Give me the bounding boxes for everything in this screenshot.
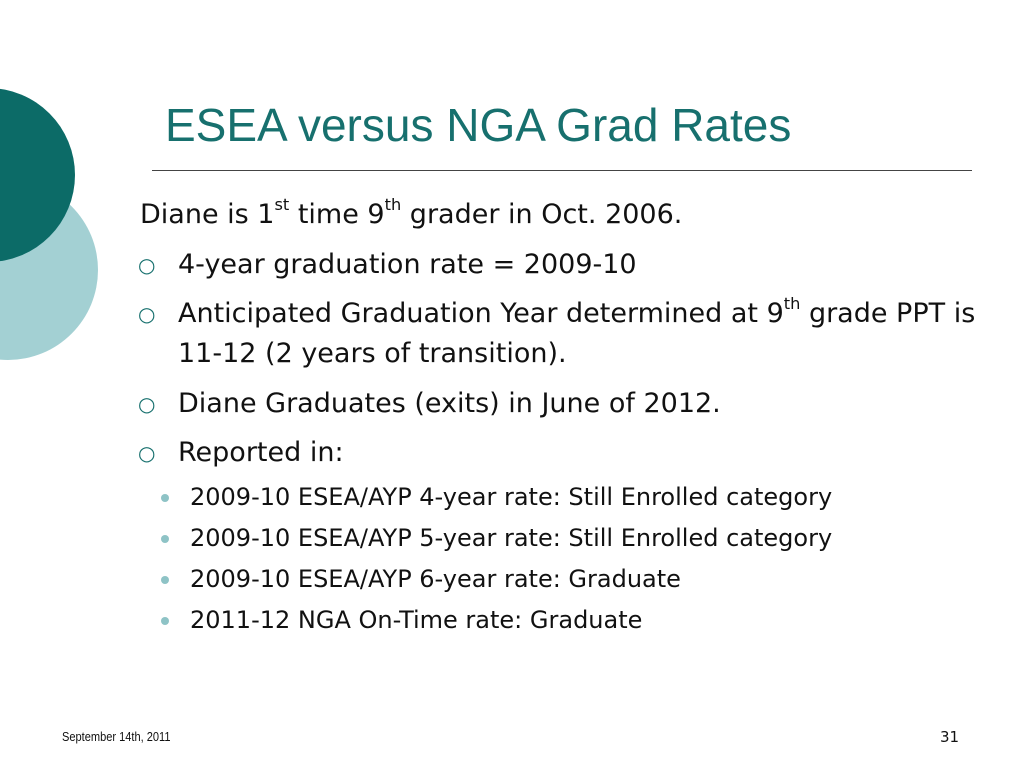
text-run: Diane is 1 xyxy=(140,199,275,230)
text-run: Anticipated Graduation Year determined a… xyxy=(178,298,784,329)
bullet: Reported in: xyxy=(138,433,978,473)
superscript: st xyxy=(274,195,290,215)
bullet: Diane Graduates (exits) in June of 2012. xyxy=(138,384,978,424)
title-rule xyxy=(152,170,972,171)
text-run: time 9 xyxy=(289,199,385,230)
text-run: Reported in: xyxy=(178,437,344,468)
intro: Diane is 1st time 9th grader in Oct. 200… xyxy=(140,195,682,235)
superscript: th xyxy=(783,294,801,314)
dark-circle xyxy=(0,88,75,262)
text-run: 4-year graduation rate = 2009-10 xyxy=(178,249,637,280)
superscript: th xyxy=(384,195,402,215)
text-run: Diane Graduates (exits) in June of 2012. xyxy=(178,388,721,419)
sub-bullet: 2009-10 ESEA/AYP 5-year rate: Still Enro… xyxy=(160,524,833,552)
slide-title: ESEA versus NGA Grad Rates xyxy=(165,99,792,151)
decoration xyxy=(0,88,98,360)
sub-bullet: 2009-10 ESEA/AYP 4-year rate: Still Enro… xyxy=(160,483,833,511)
bullet: 4-year graduation rate = 2009-10 xyxy=(138,245,978,285)
sub-bullet: 2009-10 ESEA/AYP 6-year rate: Graduate xyxy=(161,565,681,593)
page-number: 31 xyxy=(940,728,960,746)
bullet: Anticipated Graduation Year determined a… xyxy=(138,294,978,374)
sub-bullet: 2011-12 NGA On-Time rate: Graduate xyxy=(160,606,643,634)
text-run: grade PPT is 11-12 (2 years of transitio… xyxy=(178,298,976,369)
text-run: grader in Oct. 2006. xyxy=(401,199,683,230)
footer-date: September 14th, 2011 xyxy=(62,729,171,744)
